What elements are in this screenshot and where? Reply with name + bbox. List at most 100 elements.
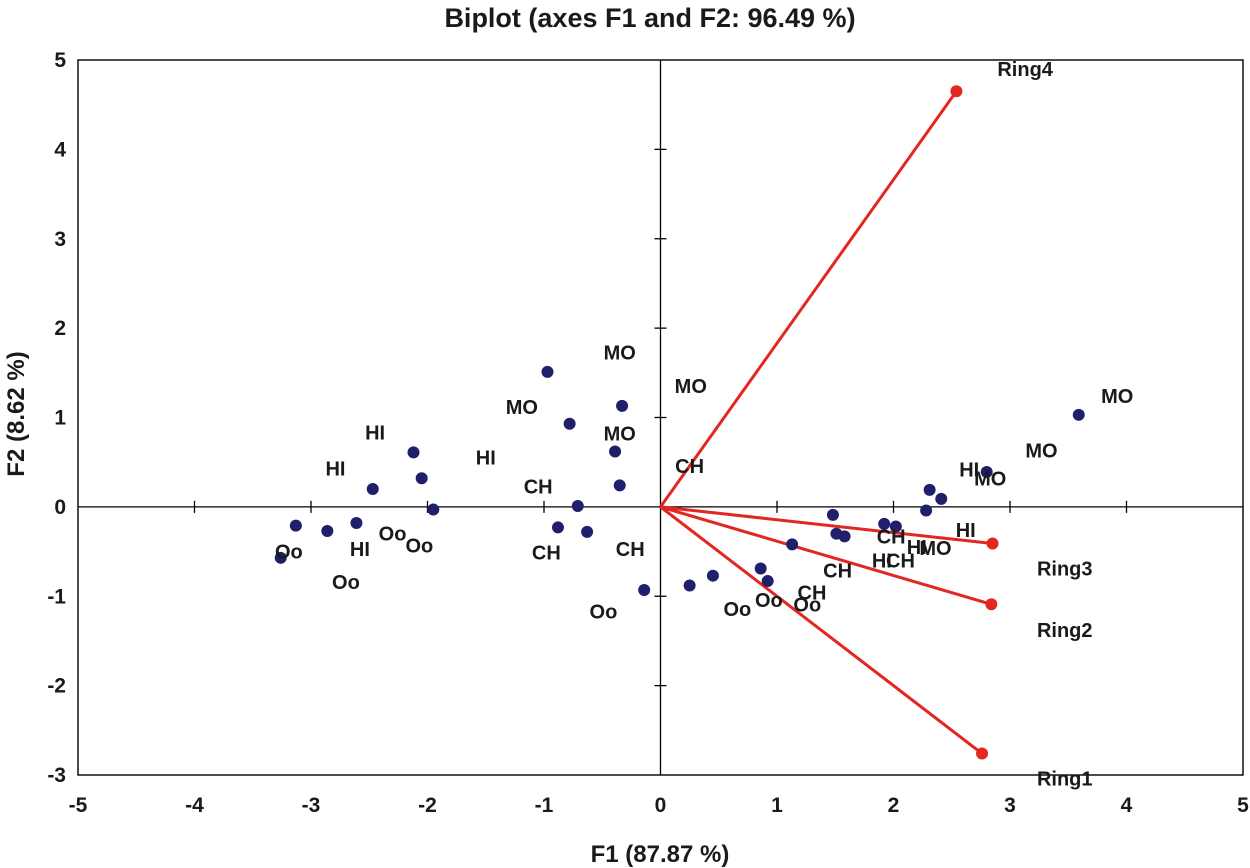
- variable-vector-line: [659, 505, 983, 755]
- zero-axes: [78, 60, 1243, 775]
- observation-label: CH: [616, 539, 645, 561]
- x-tick-label: 4: [1121, 794, 1133, 817]
- observation-point: [321, 525, 334, 538]
- observation-point: [683, 579, 696, 592]
- observation-label: MO: [675, 376, 707, 398]
- observation-point: [754, 562, 767, 575]
- observation-point: [541, 365, 554, 378]
- observation-label: Oo: [755, 590, 783, 612]
- observation-label: HI: [476, 448, 496, 470]
- observation-label: HI: [350, 539, 370, 561]
- observation-label: CH: [675, 456, 704, 478]
- observation-label: MO: [604, 424, 636, 446]
- observation-point: [706, 569, 719, 582]
- observation-label: HI: [872, 551, 892, 573]
- variable-vector-endpoint: [976, 747, 989, 760]
- y-tick-label: 2: [54, 317, 66, 340]
- observation-point: [935, 492, 948, 505]
- observation-point: [923, 483, 936, 496]
- observation-label: HI: [956, 520, 976, 542]
- variable-vector-line: [660, 505, 993, 546]
- variable-label: Ring2: [1037, 620, 1093, 642]
- observation-point: [563, 417, 576, 430]
- y-tick-label: 1: [54, 407, 66, 430]
- y-tick-label: -3: [47, 764, 66, 787]
- observation-label: MO: [604, 342, 636, 364]
- observation-point: [786, 538, 799, 551]
- observation-label: HI: [365, 423, 385, 445]
- observation-point: [427, 503, 440, 516]
- observation-label: CH: [524, 476, 553, 498]
- observation-label: Oo: [793, 594, 821, 616]
- y-tick-label: -1: [47, 585, 66, 608]
- observation-label: Oo: [332, 572, 360, 594]
- observation-label: Oo: [590, 601, 618, 623]
- x-tick-label: -1: [535, 794, 554, 817]
- observation-point: [366, 483, 379, 495]
- observation-point: [274, 551, 287, 564]
- observation-label: MO: [506, 397, 538, 419]
- observation-point: [878, 517, 891, 530]
- variable-labels: Ring4 Ring3 Ring2 Ring1: [997, 59, 1092, 791]
- y-tick-label: 5: [54, 49, 66, 72]
- observation-point: [980, 466, 993, 479]
- x-tick-labels: -5 -4 -3 -2 -1 0 1 2 3 4 5: [69, 794, 1250, 817]
- observation-label: MO: [919, 538, 951, 560]
- y-tick-labels: -3 -2 -1 0 1 2 3 4 5: [47, 49, 66, 787]
- variable-vector-endpoint: [986, 537, 999, 550]
- observation-point: [616, 399, 629, 412]
- observation-point: [638, 583, 651, 596]
- observation-label: CH: [823, 560, 852, 582]
- observation-label: Oo: [275, 542, 303, 564]
- x-tick-label: 2: [888, 794, 900, 817]
- variable-label: Ring1: [1037, 769, 1093, 791]
- observation-label: CH: [532, 542, 561, 564]
- variable-label: Ring3: [1037, 559, 1093, 581]
- observation-label: CH: [886, 551, 915, 573]
- observation-label: MO: [1025, 441, 1057, 463]
- variable-vector-endpoint: [950, 85, 963, 98]
- variable-vectors: [659, 85, 999, 760]
- observation-label: HI: [959, 459, 979, 481]
- x-tick-label: -4: [185, 794, 204, 817]
- y-tick-label: 3: [54, 228, 66, 251]
- variable-label: Ring4: [997, 59, 1053, 81]
- x-tick-label: 0: [655, 794, 667, 817]
- observation-point: [571, 499, 584, 512]
- observation-label: Oo: [379, 524, 407, 546]
- observation-label: MO: [1101, 386, 1133, 408]
- observation-label: HI: [907, 537, 927, 559]
- y-tick-label: -2: [47, 675, 66, 698]
- observation-point: [830, 527, 843, 540]
- observation-labels: MOMOMOHIHIMOHICHHICHCHCHOoOoOoOoCHMOMOMO…: [275, 342, 1133, 623]
- observation-point: [581, 525, 594, 538]
- x-tick-label: 3: [1004, 794, 1016, 817]
- x-tick-label: 5: [1237, 794, 1249, 817]
- y-tick-label: 0: [54, 496, 66, 519]
- y-tick-label: 4: [54, 138, 66, 161]
- observation-points: [274, 365, 1085, 596]
- observation-label: MO: [974, 468, 1006, 490]
- observation-point: [613, 479, 626, 492]
- x-tick-label: 1: [771, 794, 783, 817]
- variable-vector-endpoint: [985, 598, 998, 611]
- y-axis-title: F2 (8.62 %): [3, 351, 30, 476]
- observation-label: Oo: [723, 599, 751, 621]
- x-axis-title: F1 (87.87 %): [591, 841, 730, 868]
- observation-point: [761, 575, 774, 588]
- x-tick-label: -5: [69, 794, 88, 817]
- variable-vector-line: [660, 505, 992, 606]
- observation-point: [826, 508, 839, 521]
- observation-point: [415, 472, 428, 485]
- observation-point: [609, 445, 622, 458]
- observation-point: [350, 516, 363, 529]
- variable-vector-line: [659, 90, 958, 508]
- x-tick-label: -2: [418, 794, 437, 817]
- observation-point: [407, 446, 420, 459]
- x-tick-label: -3: [302, 794, 321, 817]
- observation-label: CH: [798, 583, 827, 605]
- observation-point: [289, 519, 302, 532]
- observation-label: CH: [877, 526, 906, 548]
- observation-label: HI: [325, 458, 345, 480]
